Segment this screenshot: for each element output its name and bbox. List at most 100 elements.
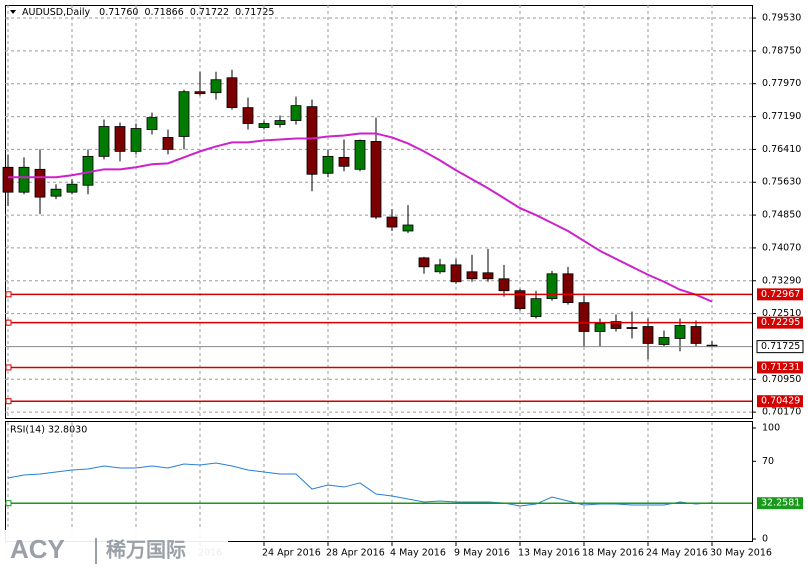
candle-body	[66, 183, 78, 193]
y-tick-label: 0.78750	[762, 45, 801, 56]
x-tick-label: 30 May 2016	[710, 548, 772, 559]
x-tick-label: 24 May 2016	[646, 548, 708, 559]
candle-body	[546, 273, 558, 300]
candle-body	[530, 298, 542, 317]
y-tick-label: 0.79530	[762, 13, 801, 24]
low-label: 0.71722	[190, 7, 229, 18]
candle-body	[626, 327, 638, 329]
candle-body	[594, 323, 606, 332]
level-label: 0.72295	[761, 317, 800, 328]
y-tick-label: 0.75630	[762, 177, 801, 188]
chart-header: AUDUSD,Daily 0.71760 0.71866 0.71722 0.7…	[22, 7, 274, 18]
candle-body	[210, 79, 222, 94]
candle-body	[162, 137, 174, 150]
candle-body	[146, 117, 158, 130]
candle-body	[194, 91, 206, 95]
candle-body	[562, 273, 574, 304]
y-tick-label: 0.77970	[762, 78, 801, 89]
level-label-box	[757, 361, 803, 374]
level-label: 0.71231	[761, 362, 800, 373]
logo-name: 稀万国际	[106, 538, 186, 562]
candle-body	[50, 188, 62, 197]
x-tick-label: 13 May 2016	[518, 548, 580, 559]
candle-body	[642, 326, 654, 344]
candle-body	[274, 120, 286, 125]
x-tick-label: 9 May 2016	[454, 548, 510, 559]
candle-body	[578, 302, 590, 332]
candle-body	[322, 155, 334, 174]
rsi-level-box	[757, 497, 803, 510]
level-label: 0.72967	[761, 289, 800, 300]
candle-body	[402, 224, 414, 232]
level-marker	[5, 364, 12, 371]
rsi-line	[7, 462, 713, 507]
y-tick-label: 0.70170	[762, 407, 801, 418]
y-tick-label: 70	[762, 456, 774, 467]
logo-backdrop	[0, 530, 228, 572]
candle-body	[450, 264, 462, 283]
candle-body	[610, 321, 622, 329]
price-panel	[5, 5, 753, 419]
candle-body	[690, 326, 702, 344]
candle-body	[130, 128, 142, 152]
candle-body	[466, 271, 478, 280]
last-price-label: 0.71725	[761, 341, 800, 352]
candle-body	[306, 106, 318, 175]
y-tick-label: 0.74850	[762, 210, 801, 221]
x-tick-label: 18 May 2016	[582, 548, 644, 559]
candle-body	[370, 141, 382, 218]
y-tick-label: 0.77190	[762, 111, 801, 122]
candle-body	[498, 278, 510, 292]
level-label-box	[757, 395, 803, 408]
level-marker	[5, 291, 12, 298]
candle-body	[242, 107, 254, 124]
x-tick-label: 24 Apr 2016	[262, 548, 321, 559]
level-label: 0.70429	[761, 396, 800, 407]
candle-body	[178, 91, 190, 137]
candle-body	[418, 257, 430, 268]
y-tick-label: 0	[762, 534, 768, 545]
y-tick-label: 100	[762, 423, 780, 434]
candle-body	[18, 166, 30, 193]
level-label-box	[757, 288, 803, 301]
candle-body	[674, 325, 686, 339]
candle-body	[514, 290, 526, 310]
candle-body	[290, 105, 302, 121]
candle-body	[114, 126, 126, 152]
open-label: 0.71760	[99, 7, 138, 18]
candle-body	[98, 126, 110, 157]
high-label: 0.71866	[144, 7, 183, 18]
candle-body	[258, 123, 270, 128]
rsi-panel	[5, 421, 753, 542]
rsi-title: RSI(14) 32.8030	[10, 425, 87, 436]
level-label-box	[757, 316, 803, 329]
close-label: 0.71725	[235, 7, 274, 18]
y-tick-label: 0.72510	[762, 308, 801, 319]
last-price-box	[756, 340, 804, 354]
logo-brand: ACY	[10, 534, 65, 564]
rsi-level-label: 32.2581	[761, 498, 800, 509]
y-tick-label: 0.73290	[762, 275, 801, 286]
y-tick-label: 0.70950	[762, 374, 801, 385]
x-tick-label: 28 Apr 2016	[326, 548, 385, 559]
candle-body	[482, 272, 494, 280]
level-marker	[5, 319, 12, 326]
moving-average	[8, 132, 713, 303]
candle-body	[434, 264, 446, 273]
candle-body	[338, 156, 350, 167]
candle-body	[658, 337, 670, 345]
menu-arrow	[10, 10, 16, 14]
symbol: AUDUSD,Daily	[22, 7, 91, 18]
candle-body	[34, 168, 46, 198]
candle-body	[2, 166, 14, 193]
candle-body	[226, 77, 238, 108]
candle-body	[354, 140, 366, 170]
level-marker	[5, 398, 12, 405]
y-tick-label: 0.76410	[762, 144, 801, 155]
x-tick-label: 4 May 2016	[390, 548, 446, 559]
candle-body	[386, 216, 398, 228]
rsi-level-marker	[5, 500, 12, 507]
y-tick-label: 0.74070	[762, 242, 801, 253]
